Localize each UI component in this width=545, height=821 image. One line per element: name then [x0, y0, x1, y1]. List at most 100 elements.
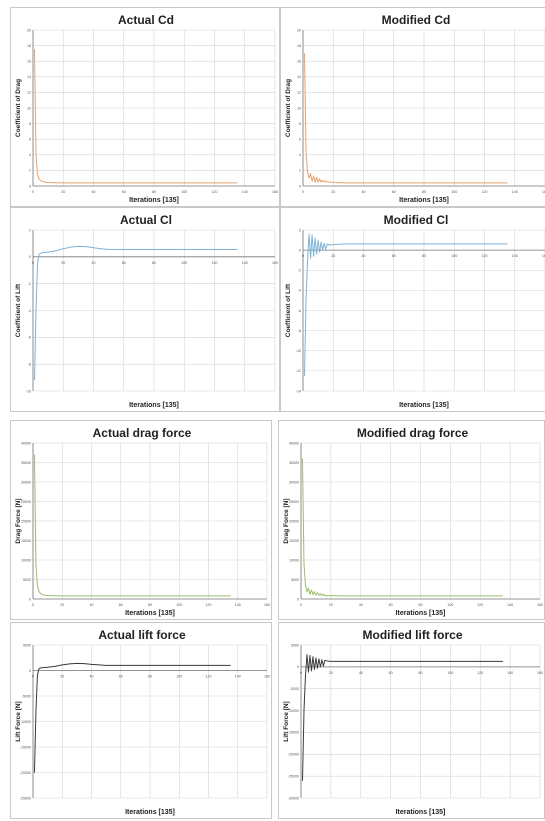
- chart-actual-cd-xtick-label: 120: [212, 190, 218, 194]
- chart-modified-drag-force-data-point: [302, 458, 303, 459]
- chart-actual-cl-xtick-label: 160: [272, 261, 278, 265]
- chart-modified-lift-force-data-point: [311, 670, 312, 672]
- chart-actual-lift-force-data-point: [230, 665, 231, 666]
- chart-actual-cl-data-point: [236, 249, 238, 250]
- chart-modified-drag-force-data-point: [479, 595, 481, 597]
- chart-modified-cd-ytick-label: 8: [299, 122, 301, 126]
- chart-actual-lift-force-data-point: [41, 667, 43, 669]
- chart-actual-drag-force-xtick-label: 60: [119, 603, 123, 607]
- chart-actual-cd-data-point: [41, 180, 43, 182]
- chart-modified-cd-data-point: [322, 179, 324, 181]
- chart-actual-lift-force-data-point: [149, 665, 151, 666]
- chart-actual-cl-xlabel: Iterations [135]: [129, 402, 179, 409]
- chart-modified-cl-data-point: [308, 233, 310, 235]
- chart-actual-cd-ytick-label: 20: [27, 28, 31, 32]
- chart-actual-lift-force-xtick-label: 60: [119, 675, 123, 679]
- chart-modified-lift-force-ytick-label: -10000: [288, 709, 299, 713]
- chart-actual-lift-force-ytick-label: -10000: [20, 720, 31, 724]
- chart-modified-cl-title: Modified Cl: [384, 213, 449, 227]
- chart-actual-lift-force-xtick-label: 0: [32, 675, 34, 679]
- chart-actual-drag-force-xtick-label: 160: [264, 603, 270, 607]
- chart-modified-drag-force-data-point: [324, 595, 326, 596]
- chart-modified-cl-data-point: [393, 243, 395, 245]
- chart-actual-drag-force-data-point: [37, 585, 38, 586]
- chart-modified-cl-ytick-label: 2: [299, 228, 301, 232]
- chart-actual-lift-force-data-point: [69, 663, 70, 665]
- chart-modified-cl-data-point: [313, 255, 314, 257]
- chart-modified-drag-force-ytick-label: 25000: [289, 500, 299, 504]
- chart-modified-cd-xtick-label: 80: [422, 190, 426, 194]
- chart-actual-lift-force-ytick-label: -15000: [20, 745, 31, 749]
- chart-modified-lift-force-xtick-label: 100: [447, 671, 453, 675]
- chart-actual-drag-force-ytick-label: 10000: [21, 558, 31, 562]
- chart-modified-cd-data-point: [453, 182, 455, 184]
- chart-modified-lift-force-data-point: [308, 671, 309, 673]
- chart-modified-drag-force-xtick-label: 40: [359, 603, 363, 607]
- chart-actual-drag-force-ylabel: Drag Force [N]: [15, 498, 22, 543]
- chart-actual-cl-data-point: [100, 248, 102, 250]
- chart-modified-cl-ytick-label: 0: [299, 248, 301, 252]
- chart-modified-lift-force-xtick-label: 160: [537, 671, 543, 675]
- chart-svg-actual-drag-force: Actual drag force 0 20 40 60 80 100 120 140 160 0 5…: [15, 426, 270, 617]
- chart-actual-cd-ytick-label: 8: [29, 122, 31, 126]
- chart-actual-cd-ytick-label: 12: [27, 91, 31, 95]
- chart-modified-lift-force-title: Modified lift force: [363, 628, 463, 642]
- chart-modified-cd-ytick-label: 18: [297, 44, 301, 48]
- chart-modified-lift-force-data-point: [306, 654, 308, 655]
- chart-modified-drag-force-ytick-label: 5000: [291, 578, 299, 582]
- chart-modified-drag-force-data-point: [308, 587, 309, 589]
- chart-actual-cd-data-point: [62, 182, 64, 184]
- chart-modified-cl-data-point: [319, 251, 320, 253]
- chart-modified-cl-ytick-label: -14: [296, 389, 301, 393]
- chart-actual-cd-series-line: [34, 49, 238, 184]
- chart-modified-cl-data-point: [310, 257, 311, 259]
- chart-actual-drag-force-ytick-label: 25000: [21, 500, 31, 504]
- chart-modified-cd-xtick-label: 60: [392, 190, 396, 194]
- chart-actual-cl-xtick-label: 0: [32, 261, 34, 265]
- chart-modified-cl-xtick-label: 160: [542, 254, 545, 258]
- chart-panel-modified-lift-force: Modified lift force 0 20 40 60 80 100 120 140 160…: [278, 622, 545, 819]
- chart-actual-lift-force-xtick-label: 100: [176, 675, 182, 679]
- chart-actual-drag-force-ytick-label: 30000: [21, 480, 31, 484]
- chart-actual-lift-force-series-line: [33, 662, 231, 773]
- chart-actual-lift-force-data-point: [83, 663, 85, 664]
- chart-actual-cl-title: Actual Cl: [120, 213, 172, 227]
- chart-modified-lift-force-data-point: [320, 666, 321, 668]
- chart-modified-cl-xtick-label: 0: [302, 254, 304, 258]
- chart-modified-cl-data-point: [423, 243, 425, 245]
- chart-modified-cd-ytick-label: 4: [299, 153, 301, 157]
- chart-modified-drag-force-data-point: [312, 594, 314, 596]
- chart-modified-cd-data-point: [317, 181, 319, 183]
- chart-modified-drag-force-title: Modified drag force: [357, 426, 469, 440]
- chart-actual-drag-force-data-point: [120, 595, 122, 597]
- chart-actual-cd-ytick-label: 2: [29, 169, 31, 173]
- chart-actual-cd-xtick-label: 100: [181, 190, 187, 194]
- chart-modified-cd-data-point: [332, 182, 334, 183]
- chart-modified-lift-force-xlabel: Iterations [135]: [396, 809, 446, 816]
- chart-actual-lift-force-ytick-label: -20000: [20, 771, 31, 775]
- chart-modified-lift-force-ytick-label: -5000: [290, 687, 299, 691]
- chart-modified-lift-force-data-point: [315, 657, 317, 659]
- chart-modified-drag-force-xtick-label: 100: [447, 603, 453, 607]
- chart-modified-cl-data-point: [348, 243, 349, 245]
- chart-actual-cl-ytick-label: -8: [28, 362, 31, 366]
- chart-modified-cd-data-point: [326, 181, 328, 183]
- chart-modified-lift-force-xtick-label: 20: [329, 671, 333, 675]
- chart-modified-lift-force-data-point: [502, 661, 504, 662]
- chart-modified-drag-force-data-point: [360, 595, 362, 597]
- chart-modified-lift-force-ytick-label: -25000: [288, 774, 299, 778]
- chart-actual-lift-force-data-point: [98, 664, 100, 666]
- chart-actual-lift-force-data-point: [105, 665, 107, 666]
- chart-actual-cl-data-point: [153, 249, 155, 250]
- chart-modified-lift-force-data-point: [309, 655, 311, 656]
- chart-panel-modified-cd: Modified Cd 0 20 40 60 80 100 120 140 160 0 2 4 6 8 10 1…: [280, 7, 545, 207]
- chart-actual-cd-ytick-label: 18: [27, 44, 31, 48]
- chart-modified-cl-data-point: [484, 243, 485, 245]
- chart-modified-drag-force-data-point: [345, 595, 347, 597]
- chart-modified-cd-xtick-label: 160: [542, 190, 545, 194]
- chart-panel-modified-drag-force: Modified drag force 0 20 40 60 80 100 120 140 160…: [278, 420, 545, 620]
- chart-modified-drag-force-xlabel: Iterations [135]: [396, 610, 446, 617]
- chart-actual-cd-data-point: [93, 182, 94, 184]
- chart-modified-drag-force-ytick-label: 0: [297, 597, 299, 601]
- chart-modified-cl-data-point: [329, 244, 331, 246]
